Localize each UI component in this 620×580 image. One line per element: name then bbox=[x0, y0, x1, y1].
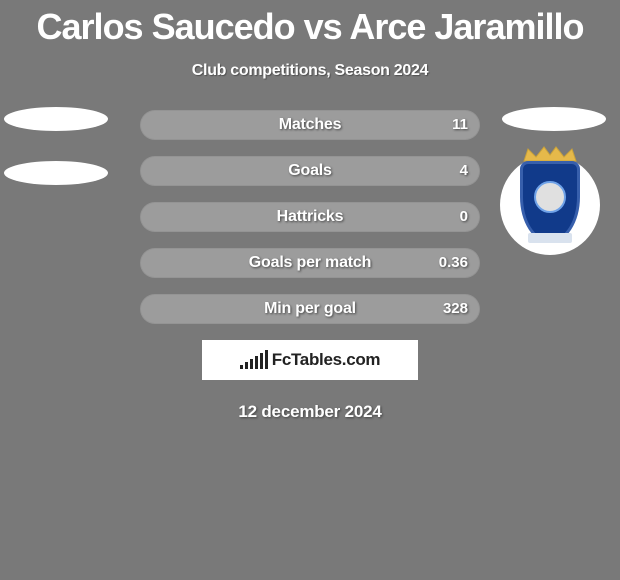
logo-bar-glyph bbox=[250, 359, 253, 369]
stat-bar-label: Goals per match bbox=[140, 248, 480, 278]
logo-bar-glyph bbox=[255, 356, 258, 369]
shield-ribbon-icon bbox=[528, 233, 572, 243]
left-ellipse-2 bbox=[4, 161, 108, 185]
footer-site-text: FcTables.com bbox=[272, 350, 381, 370]
left-player-placeholder bbox=[4, 107, 114, 185]
stat-bar-value-right: 11 bbox=[452, 110, 468, 140]
left-ellipse-1 bbox=[4, 107, 108, 131]
stat-bar-value-right: 4 bbox=[460, 156, 468, 186]
logo-bar-glyph bbox=[260, 353, 263, 369]
right-team-badge bbox=[500, 155, 600, 255]
subtitle: Club competitions, Season 2024 bbox=[0, 62, 620, 80]
footer-source-badge: FcTables.com bbox=[202, 340, 418, 380]
stat-bar-label: Goals bbox=[140, 156, 480, 186]
stat-bar-label: Matches bbox=[140, 110, 480, 140]
stat-bars: Matches11 Goals4 Hattricks0 Goals per match… bbox=[140, 110, 480, 324]
stat-bar: Goals4 bbox=[140, 156, 480, 186]
stat-bar-label: Hattricks bbox=[140, 202, 480, 232]
stat-bar: Hattricks0 bbox=[140, 202, 480, 232]
right-player-placeholder bbox=[502, 107, 612, 131]
stat-bar-label: Min per goal bbox=[140, 294, 480, 324]
stat-bar-value-right: 0 bbox=[460, 202, 468, 232]
footer-date: 12 december 2024 bbox=[0, 402, 620, 422]
shield-ball-icon bbox=[534, 181, 566, 213]
logo-bar-glyph bbox=[265, 350, 268, 369]
logo-bar-glyph bbox=[245, 362, 248, 369]
stat-bar-value-right: 328 bbox=[443, 294, 468, 324]
stat-bar: Min per goal328 bbox=[140, 294, 480, 324]
stat-bar-value-right: 0.36 bbox=[439, 248, 468, 278]
comparison-arena: Matches11 Goals4 Hattricks0 Goals per match… bbox=[0, 110, 620, 324]
fctables-logo: FcTables.com bbox=[240, 350, 381, 370]
right-ellipse-1 bbox=[502, 107, 606, 131]
page-title: Carlos Saucedo vs Arce Jaramillo bbox=[0, 0, 620, 48]
logo-bars-icon bbox=[240, 351, 268, 369]
stat-bar: Goals per match0.36 bbox=[140, 248, 480, 278]
logo-bar-glyph bbox=[240, 365, 243, 369]
stat-bar: Matches11 bbox=[140, 110, 480, 140]
